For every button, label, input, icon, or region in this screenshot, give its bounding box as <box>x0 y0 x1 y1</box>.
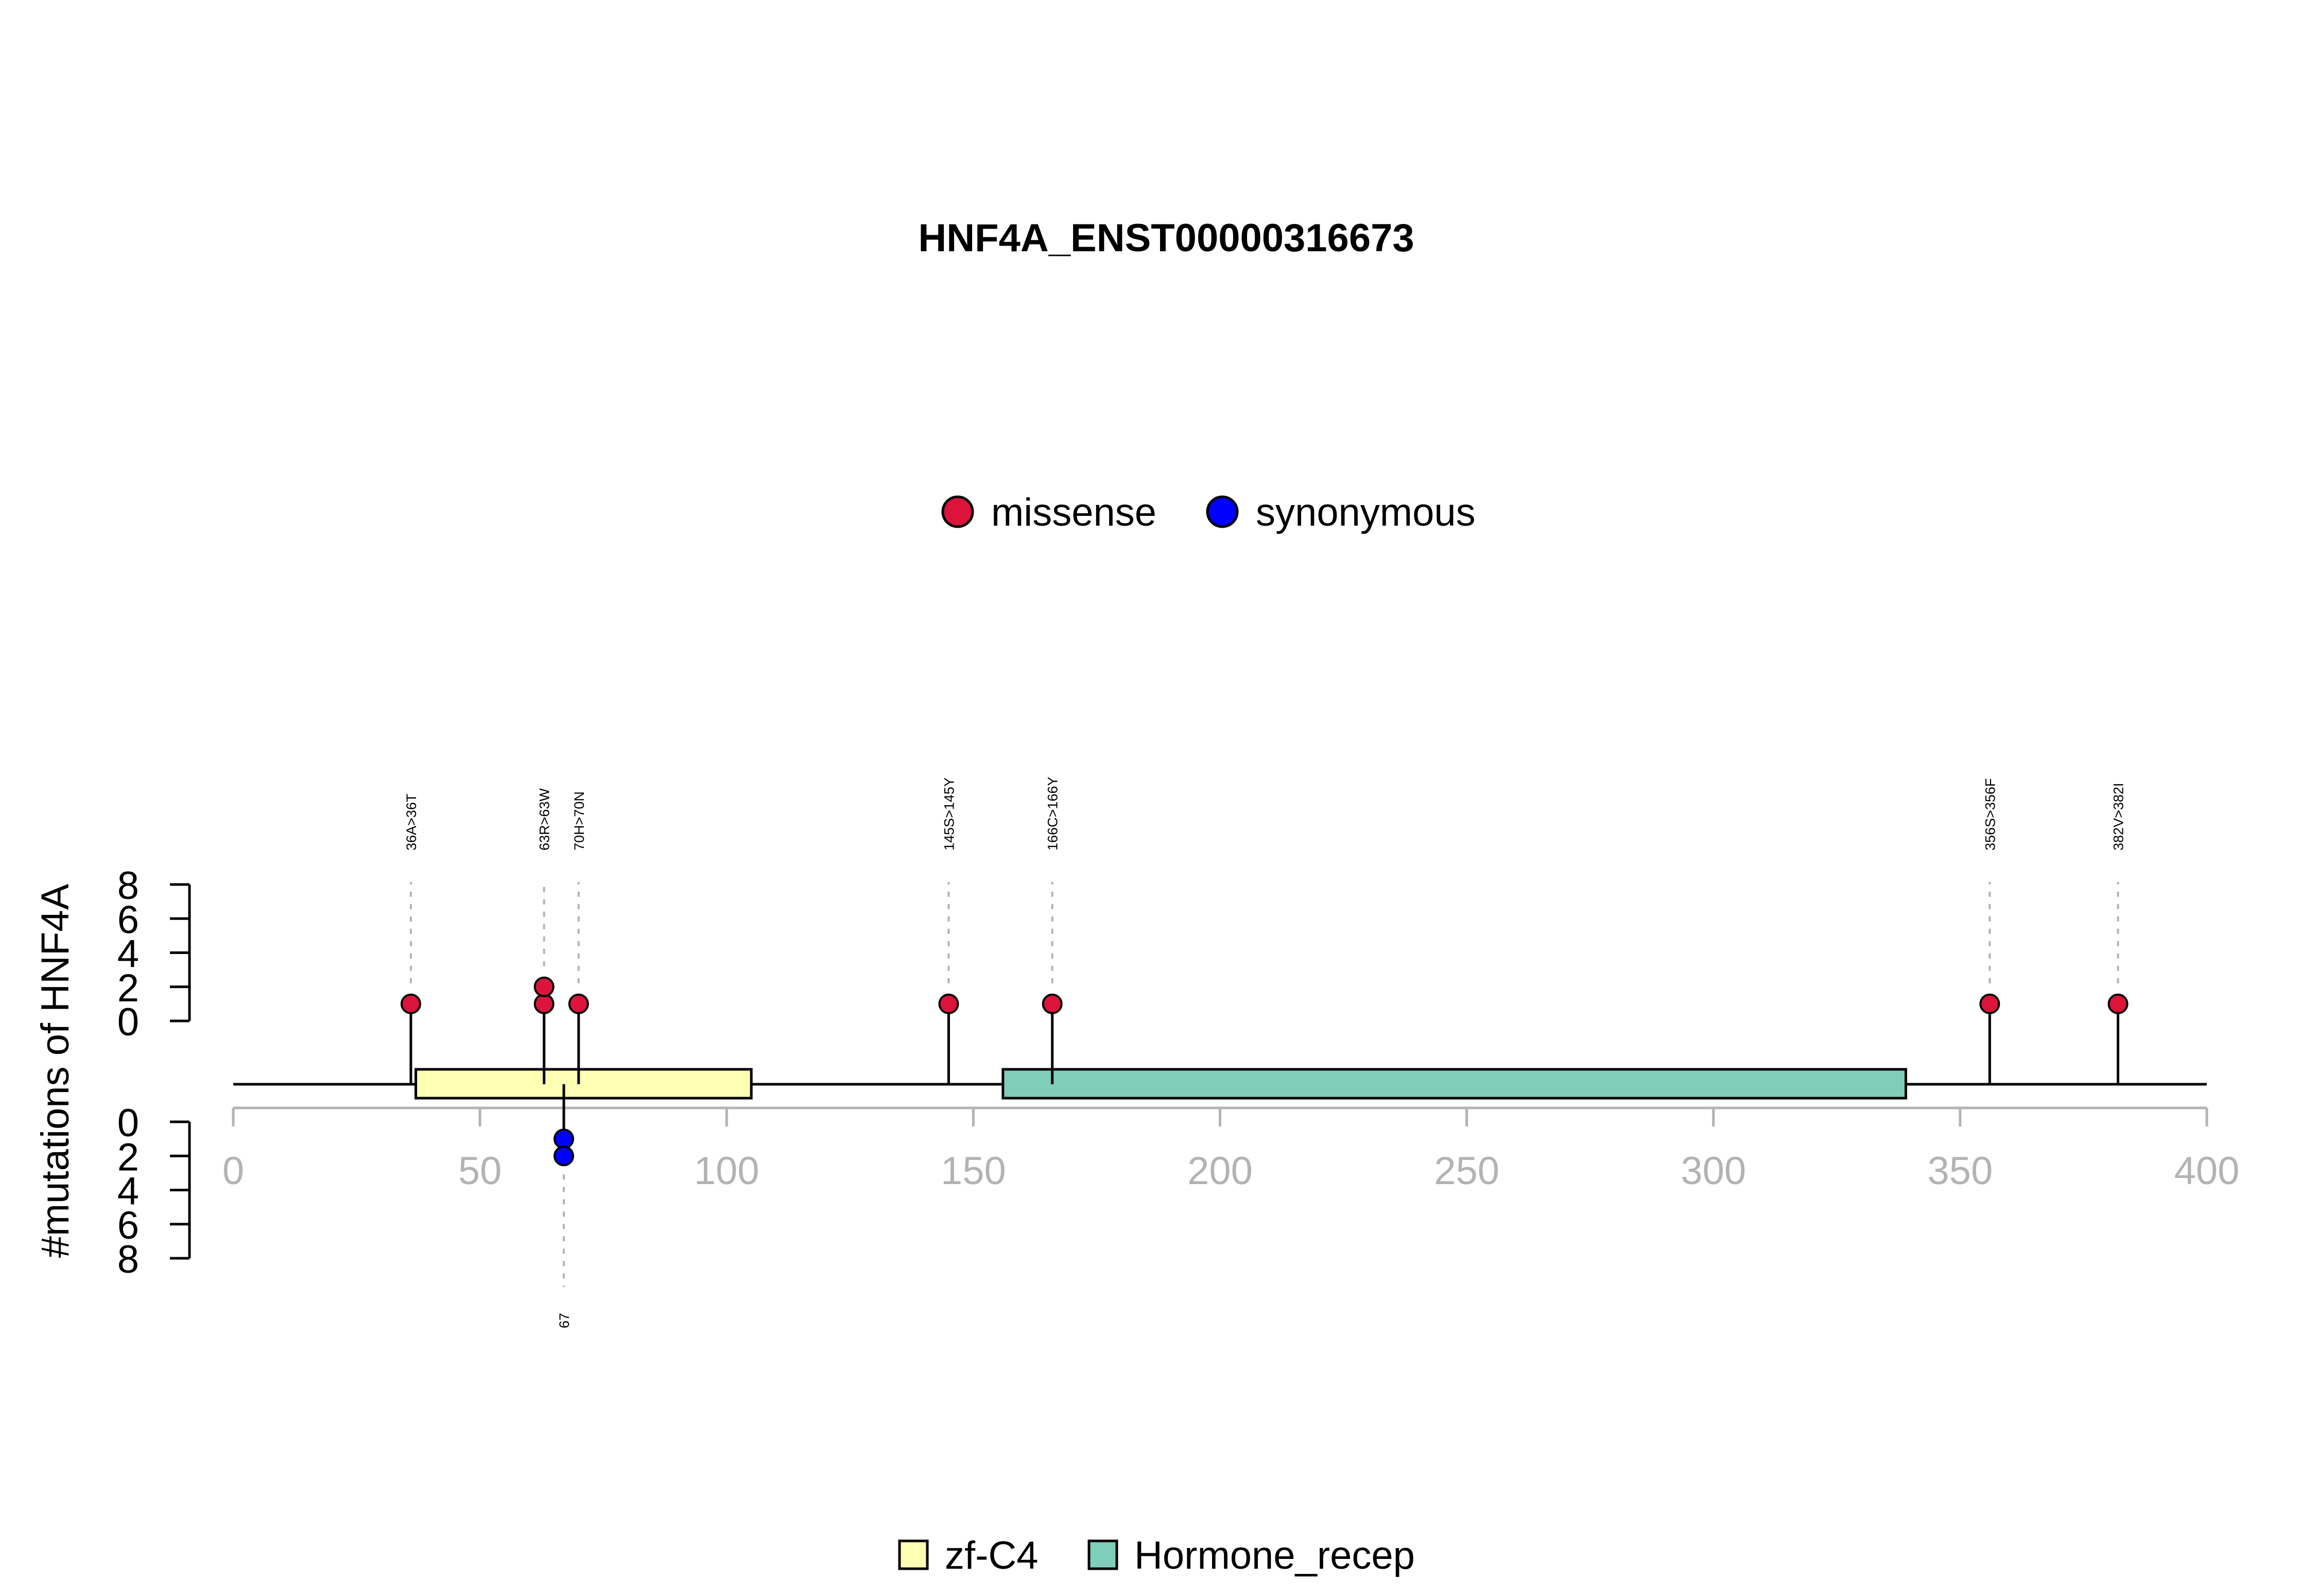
y-axis-label-group: #mutations of HNF4A <box>33 883 77 1258</box>
y-axis-label: #mutations of HNF4A <box>33 883 77 1258</box>
legend-label-zf-c4: zf-C4 <box>945 1534 1039 1577</box>
y-top-tick-label: 6 <box>117 898 139 942</box>
x-axis: 0 50 100 150 200 250 300 350 400 <box>222 1106 2240 1193</box>
mutations-top: 36A>36T 63R>63W 70H>70N 145S>145Y 166C>166Y 3… <box>400 777 2129 1084</box>
domain-legend: zf-C4 Hormone_recep <box>898 1534 1415 1577</box>
mutation-label: 63R>63W <box>537 788 552 851</box>
mutation-label: 36A>36T <box>404 794 419 851</box>
x-tick-label: 100 <box>694 1149 759 1193</box>
y-top-tick-label: 8 <box>117 864 139 908</box>
mutation-label: 166C>166Y <box>1045 777 1061 851</box>
mutation-point <box>533 976 555 997</box>
mutation-point <box>568 993 589 1014</box>
legend-marker-hormone-recep <box>1087 1539 1118 1570</box>
y-bottom-tick-label: 4 <box>117 1170 139 1213</box>
y-bottom-tick-label: 0 <box>117 1101 139 1145</box>
mutation-legend: missense synonymous <box>941 491 1476 534</box>
x-tick-label: 50 <box>458 1149 502 1193</box>
legend-label-hormone-recep: Hormone_recep <box>1134 1534 1415 1577</box>
x-tick-label: 300 <box>1681 1149 1746 1193</box>
mutation-point <box>1042 993 1063 1014</box>
mutation-point <box>938 993 959 1014</box>
mutation-label: 70H>70N <box>572 791 587 851</box>
legend-marker-missense <box>941 495 974 528</box>
mutation-label: 356S>356F <box>1982 778 1998 851</box>
x-tick-label: 150 <box>941 1149 1006 1193</box>
x-tick-label: 350 <box>1927 1149 1993 1193</box>
y-bottom-tick-label: 6 <box>117 1204 139 1247</box>
mutation-point <box>2107 993 2129 1014</box>
x-tick-label: 400 <box>2174 1149 2240 1193</box>
mutation-point <box>1979 993 2000 1014</box>
legend-label-synonymous: synonymous <box>1256 491 1476 534</box>
mutation-point <box>533 993 555 1014</box>
y-top-tick-label: 0 <box>117 1000 139 1044</box>
y-top-tick-label: 4 <box>117 932 139 976</box>
mutation-point <box>400 993 421 1014</box>
y-bottom-tick-label: 2 <box>117 1135 139 1179</box>
y-top-tick-label: 2 <box>117 966 139 1010</box>
mutations-bottom: 67 <box>554 1084 575 1328</box>
x-tick-label: 250 <box>1434 1149 1499 1193</box>
x-tick-label: 0 <box>222 1149 244 1193</box>
domains <box>414 1068 1907 1100</box>
y-bottom-tick-label: 8 <box>117 1238 139 1281</box>
domain-zf-c4 <box>414 1068 753 1100</box>
mutation-point <box>554 1129 575 1150</box>
x-tick-label: 200 <box>1187 1149 1253 1193</box>
legend-label-missense: missense <box>991 491 1156 534</box>
mutation-point <box>554 1146 575 1167</box>
domain-hormone-recep <box>1001 1068 1907 1100</box>
legend-marker-synonymous <box>1206 495 1239 528</box>
chart-title: HNF4A_ENST00000316673 <box>918 216 1414 260</box>
mutation-label: 145S>145Y <box>941 777 957 851</box>
mutation-label: 67 <box>557 1313 572 1328</box>
mutation-label: 382V>382I <box>2111 783 2126 851</box>
legend-marker-zf-c4 <box>898 1539 929 1570</box>
